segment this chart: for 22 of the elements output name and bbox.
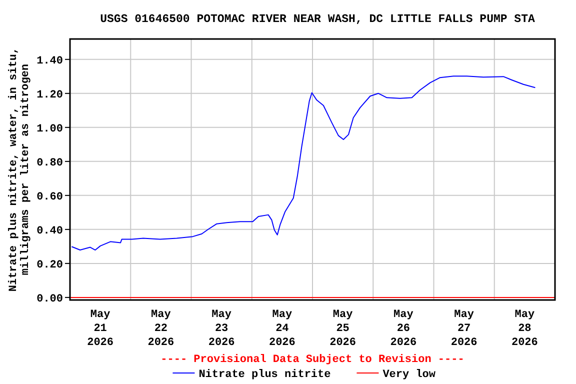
y-tick-label: 0.40	[36, 225, 63, 238]
text: ---- Provisional Data Subject to Revision ----	[160, 354, 464, 366]
legend-label: Very low	[382, 369, 436, 381]
x-tick-label: May 22 2026	[148, 309, 174, 349]
chart-title: USGS 01646500 POTOMAC RIVER NEAR WASH, DC LITTLE FALLS PUMP STA	[100, 13, 535, 26]
x-tick-label: May 25 2026	[330, 309, 356, 349]
y-tick-label: 0.20	[36, 259, 63, 272]
y-tick-label: 0.80	[36, 157, 63, 170]
x-tick-label: May 21 2026	[87, 309, 114, 349]
y-tick-label: 1.00	[36, 123, 63, 136]
x-tick-label: May 23 2026	[208, 309, 235, 349]
y-axis-title: Nitrate plus nitrite, water, in situ, milligrams per liter as nitrogen	[8, 47, 32, 292]
line-series	[71, 76, 536, 251]
x-tick-label: May 26 2026	[390, 309, 417, 349]
y-tick-label: 1.40	[36, 55, 63, 68]
y-tick-label: 0.00	[36, 293, 63, 306]
x-tick-label: May 27 2026	[450, 309, 478, 349]
x-tick-label: May 24 2026	[268, 309, 296, 349]
y-tick-label: 1.20	[36, 89, 63, 102]
x-tick-label: May 28 2026	[511, 309, 538, 349]
legend-label: Nitrate plus nitrite	[198, 369, 332, 381]
y-tick-label: 0.60	[36, 191, 63, 204]
